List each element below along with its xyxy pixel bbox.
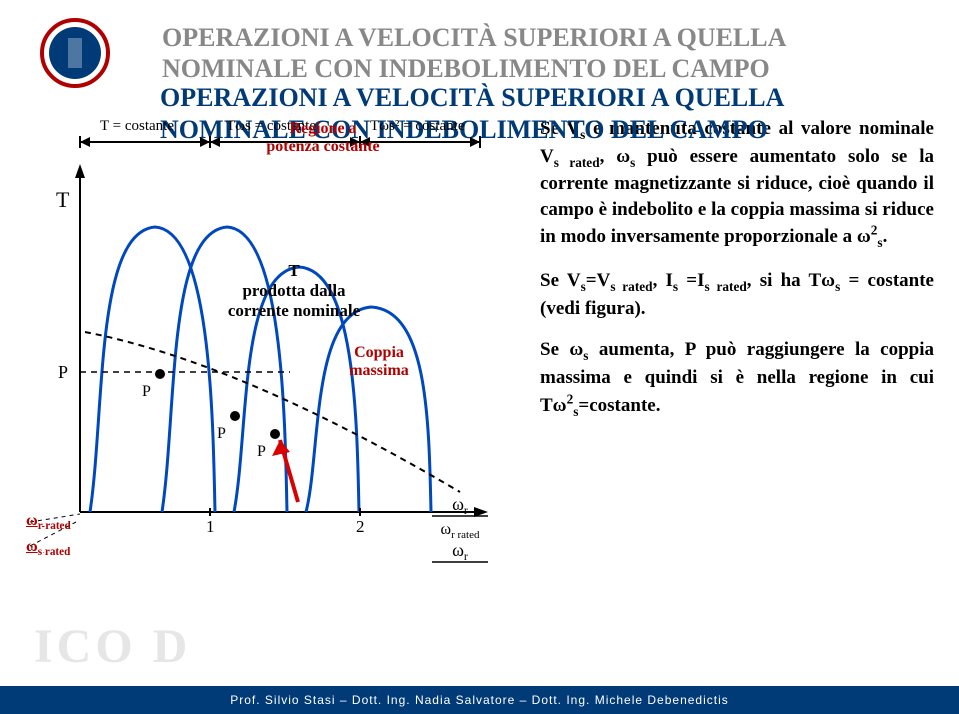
paragraph-3: Se ωs aumenta, P può raggiungere la copp…: [540, 337, 934, 420]
svg-text:P: P: [257, 443, 266, 460]
svg-text:P: P: [142, 383, 151, 400]
svg-text:ωr: ωr: [452, 494, 468, 517]
paragraph-2: Se Vs=Vs rated, Is =Is rated, si ha Tωs …: [540, 268, 934, 321]
svg-text:ωs rated: ωs rated: [440, 567, 480, 572]
svg-text:T: T: [288, 261, 300, 280]
svg-text:T = costante: T = costante: [100, 118, 174, 134]
svg-text:2: 2: [356, 517, 365, 536]
logo: [40, 18, 110, 88]
svg-text:corrente nominale: corrente nominale: [228, 301, 361, 320]
svg-text:ωr rated: ωr rated: [441, 521, 480, 541]
torque-speed-figure: T = costanteTωs = costanteTωs² = costant…: [30, 112, 510, 572]
svg-text:P: P: [58, 362, 68, 382]
svg-text:1: 1: [206, 517, 215, 536]
body-text: Se Vs è mantenuta costante al valore nom…: [540, 116, 934, 436]
watermark: ICO D: [34, 619, 191, 674]
svg-text:prodotta dalla: prodotta dalla: [242, 281, 346, 300]
anno-wr_rated: ωr rated: [26, 512, 71, 533]
anno-coppia: Coppiamassima: [334, 344, 424, 379]
svg-text:T: T: [56, 187, 70, 212]
svg-text:ωr: ωr: [452, 540, 468, 563]
footer: Prof. Silvio Stasi – Dott. Ing. Nadia Sa…: [0, 686, 959, 714]
svg-text:P: P: [217, 425, 226, 442]
anno-ws_rated: ωs rated: [26, 538, 70, 559]
anno-region: Regione apotenza costante: [248, 120, 398, 155]
